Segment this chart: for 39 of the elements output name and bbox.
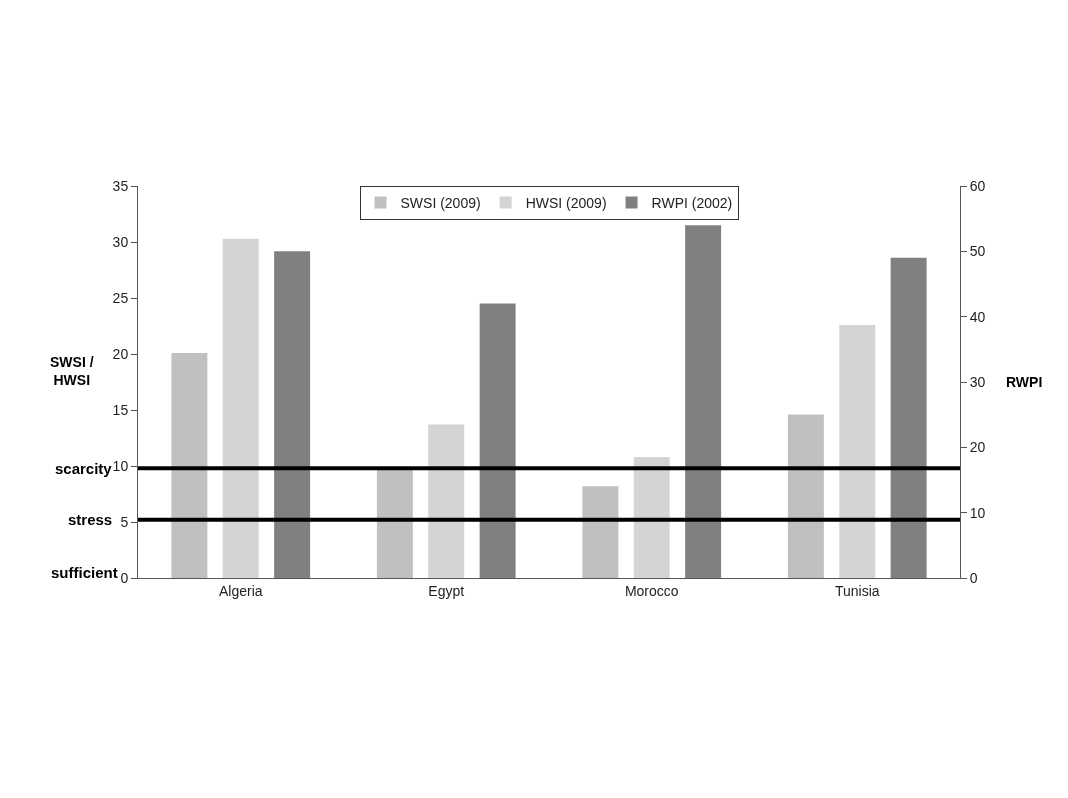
legend-label: HWSI (2009) <box>525 195 607 212</box>
bar <box>787 414 824 578</box>
y2-tick-label: 0 <box>969 569 978 586</box>
y-tick-label: 30 <box>112 233 129 250</box>
legend-label: SWSI (2009) <box>400 195 481 212</box>
y-tick-label: 0 <box>120 569 129 586</box>
bar <box>479 303 516 578</box>
y-tick-label: 35 <box>112 177 129 194</box>
y2-tick-label: 50 <box>969 243 986 260</box>
bar <box>222 238 259 578</box>
x-tick-label: Egypt <box>428 582 465 599</box>
bar <box>171 352 208 578</box>
bar <box>274 251 311 578</box>
y2-tick-label: 30 <box>969 373 986 390</box>
bar <box>685 225 722 578</box>
y-axis-title: SWSI / HWSI <box>50 354 94 389</box>
bar <box>428 424 465 578</box>
y-tick-label: 25 <box>112 289 129 306</box>
bar <box>582 486 619 578</box>
y2-tick-label: 20 <box>969 439 986 456</box>
legend-label: RWPI (2002) <box>651 195 733 212</box>
y2-tick-label: 60 <box>969 177 986 194</box>
bar <box>890 257 927 578</box>
x-tick-label: Morocco <box>624 582 679 599</box>
x-tick-label: Algeria <box>218 582 263 599</box>
y-tick-label: 10 <box>112 457 129 474</box>
ref-line-label: scarcity <box>55 460 113 477</box>
y2-tick-label: 40 <box>969 308 986 325</box>
y-tick-label: 5 <box>120 513 129 530</box>
text: sufficient <box>51 564 118 581</box>
x-tick-label: Tunisia <box>834 582 880 599</box>
y-tick-label: 15 <box>112 401 129 418</box>
bar <box>376 468 413 578</box>
y2-tick-label: 10 <box>969 504 986 521</box>
y2-axis-title: RWPI <box>1006 374 1043 390</box>
y-tick-label: 20 <box>112 345 129 362</box>
bar <box>633 457 670 578</box>
bar <box>839 324 876 578</box>
ref-line-label: stress <box>68 511 113 528</box>
